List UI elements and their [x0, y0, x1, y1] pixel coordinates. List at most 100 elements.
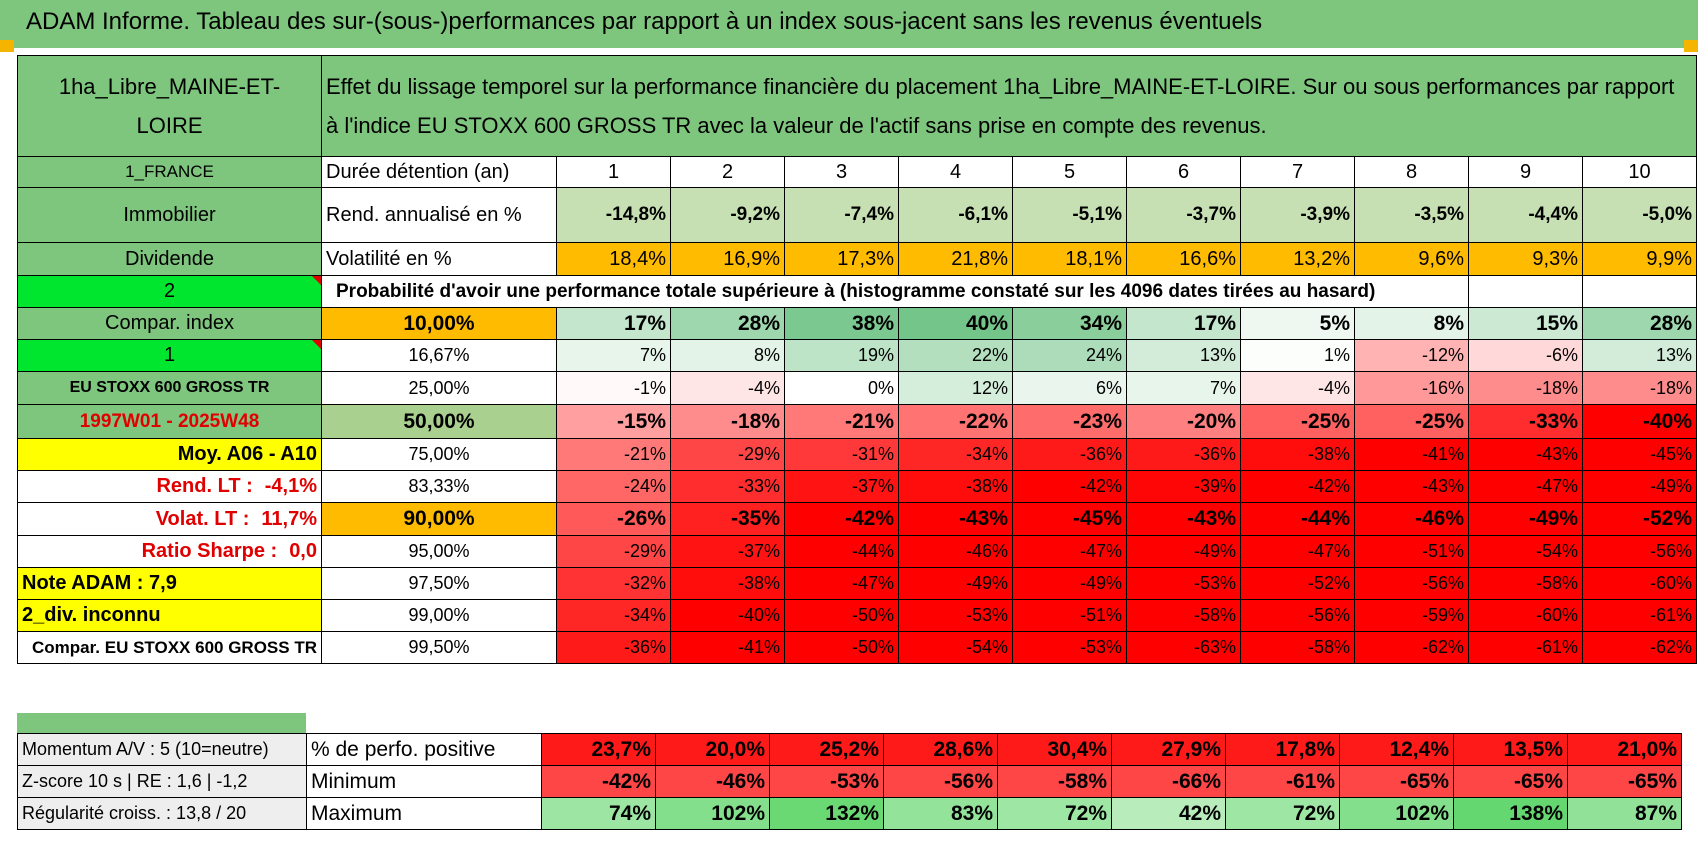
- heatmap-cell: -18%: [1582, 371, 1697, 405]
- heatmap-cell: -38%: [1240, 438, 1355, 471]
- compar-index-label: Compar. index: [17, 307, 322, 340]
- table-row: 1ha_Libre_MAINE-ET-LOIRE Effet du lissage…: [17, 55, 1697, 157]
- positive-perf-cell: 21,0%: [1567, 733, 1682, 766]
- percentile-cell: 25,00%: [321, 371, 557, 405]
- heatmap-cell: 15%: [1468, 307, 1583, 340]
- regularity-label: Régularité croiss. : 13,8 / 20: [17, 797, 307, 830]
- percentile-cell: 50,00%: [321, 404, 557, 439]
- heatmap-cell: -49%: [1126, 535, 1241, 568]
- annual-return-cell: -7,4%: [784, 187, 899, 243]
- heatmap-cell: -42%: [784, 502, 899, 536]
- maximum-cell: 72%: [1225, 797, 1340, 830]
- heatmap-cell: -36%: [556, 631, 671, 664]
- maximum-cell: 42%: [1111, 797, 1226, 830]
- number-cell: 2: [17, 275, 322, 308]
- heatmap-cell: 12%: [898, 371, 1013, 405]
- heatmap-cell: -42%: [1012, 470, 1127, 503]
- heatmap-cell: -43%: [1354, 470, 1469, 503]
- heatmap-cell: -39%: [1126, 470, 1241, 503]
- average-label: Moy. A06 - A10: [17, 438, 322, 471]
- momentum-label: Momentum A/V : 5 (10=neutre): [17, 733, 307, 766]
- heatmap-cell: -37%: [670, 535, 785, 568]
- minimum-cell: -65%: [1453, 765, 1568, 798]
- annual-return-cell: -4,4%: [1468, 187, 1583, 243]
- heatmap-cell: -12%: [1354, 339, 1469, 372]
- heatmap-cell: -1%: [556, 371, 671, 405]
- heatmap-cell: -40%: [1582, 404, 1697, 439]
- year-header: 8: [1354, 156, 1469, 188]
- heatmap-cell: -38%: [898, 470, 1013, 503]
- heatmap-cell: -42%: [1240, 470, 1355, 503]
- heatmap-cell: 6%: [1012, 371, 1127, 405]
- annual-return-cell: -5,0%: [1582, 187, 1697, 243]
- separator-strip: [17, 713, 306, 733]
- heatmap-cell: -34%: [898, 438, 1013, 471]
- percentile-cell: 90,00%: [321, 502, 557, 536]
- heatmap-cell: -20%: [1126, 404, 1241, 439]
- return-label: Rend. annualisé en %: [321, 187, 557, 243]
- heatmap-cell: -41%: [670, 631, 785, 664]
- annual-return-cell: -6,1%: [898, 187, 1013, 243]
- heatmap-cell: -49%: [1012, 567, 1127, 600]
- heatmap-cell: -49%: [1582, 470, 1697, 503]
- heatmap-cell: -29%: [670, 438, 785, 471]
- percentile-cell: 97,50%: [321, 567, 557, 600]
- heatmap-cell: -21%: [556, 438, 671, 471]
- heatmap-cell: -43%: [1468, 438, 1583, 471]
- heatmap-cell: -43%: [1126, 502, 1241, 536]
- corner-marker-right: [1684, 40, 1698, 52]
- heatmap-cell: 1%: [1240, 339, 1355, 372]
- volatility-cell: 9,6%: [1354, 242, 1469, 276]
- heatmap-cell: -43%: [898, 502, 1013, 536]
- year-header: 3: [784, 156, 899, 188]
- heatmap-cell: -58%: [1126, 599, 1241, 632]
- maximum-cell: 102%: [1339, 797, 1454, 830]
- heatmap-cell: 34%: [1012, 307, 1127, 340]
- heatmap-cell: 22%: [898, 339, 1013, 372]
- table-row: Z-score 10 s | RE : 1,6 | -1,2 Minimum -42…: [17, 765, 1682, 798]
- heatmap-cell: 13%: [1126, 339, 1241, 372]
- table-row: Moy. A06 - A10 75,00% -21% -29% -31% -34% -36%…: [17, 438, 1697, 471]
- heatmap-cell: -53%: [1012, 631, 1127, 664]
- heatmap-cell: -49%: [1468, 502, 1583, 536]
- long-term-volatility: Volat. LT : 11,7%: [17, 502, 322, 536]
- table-row: Ratio Sharpe :0,0 95,00% -29% -37% -44% -46% -…: [17, 535, 1697, 568]
- minimum-cell: -46%: [655, 765, 770, 798]
- heatmap-cell: -36%: [1012, 438, 1127, 471]
- index-name: EU STOXX 600 GROSS TR: [17, 371, 322, 405]
- long-term-return: Rend. LT : -4,1%: [17, 470, 322, 503]
- heatmap-cell: -45%: [1012, 502, 1127, 536]
- heatmap-cell: -53%: [1126, 567, 1241, 600]
- volatility-cell: 18,4%: [556, 242, 671, 276]
- heatmap-cell: -60%: [1468, 599, 1583, 632]
- heatmap-cell: 28%: [670, 307, 785, 340]
- percentile-cell: 75,00%: [321, 438, 557, 471]
- year-header: 1: [556, 156, 671, 188]
- minimum-cell: -53%: [769, 765, 884, 798]
- positive-perf-cell: 12,4%: [1339, 733, 1454, 766]
- table-row: Rend. LT : -4,1% 83,33% -24% -33% -37% -38% -42…: [17, 470, 1697, 503]
- long-term-return-value: -4,1%: [264, 475, 317, 497]
- heatmap-cell: -24%: [556, 470, 671, 503]
- duration-label: Durée détention (an): [321, 156, 557, 188]
- minimum-label: Minimum: [306, 765, 542, 798]
- heatmap-cell: -56%: [1354, 567, 1469, 600]
- heatmap-cell: -4%: [670, 371, 785, 405]
- year-header: 5: [1012, 156, 1127, 188]
- probability-caption: Probabilité d'avoir une performance tota…: [321, 275, 1469, 308]
- heatmap-cell: 7%: [1126, 371, 1241, 405]
- minimum-cell: -56%: [883, 765, 998, 798]
- heatmap-cell: -38%: [670, 567, 785, 600]
- adam-note: Note ADAM : 7,9: [17, 567, 322, 600]
- long-term-volatility-value: 11,7%: [261, 507, 317, 530]
- heatmap-cell: -18%: [670, 404, 785, 439]
- heatmap-cell: 28%: [1582, 307, 1697, 340]
- heatmap-cell: -26%: [556, 502, 671, 536]
- heatmap-cell: -29%: [556, 535, 671, 568]
- positive-perf-cell: 30,4%: [997, 733, 1112, 766]
- minimum-cell: -65%: [1567, 765, 1682, 798]
- zscore-label: Z-score 10 s | RE : 1,6 | -1,2: [17, 765, 307, 798]
- heatmap-cell: -50%: [784, 631, 899, 664]
- year-header: 7: [1240, 156, 1355, 188]
- heatmap-cell: 40%: [898, 307, 1013, 340]
